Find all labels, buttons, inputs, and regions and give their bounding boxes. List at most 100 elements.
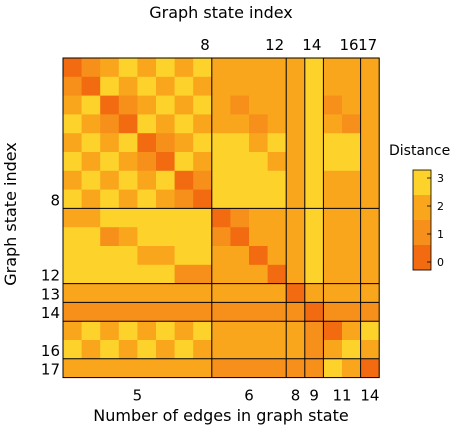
heatmap-cell-8-1 [63, 189, 82, 209]
heatmap-cell-17-16 [342, 358, 361, 378]
heatmap-cell-15-12 [267, 321, 287, 341]
heatmap-cell-17-11 [249, 358, 268, 378]
heatmap-cell-15-9 [211, 321, 231, 341]
heatmap-cell-3-4 [118, 95, 138, 115]
heatmap-cell-4-12 [267, 114, 287, 134]
top-axis-title: Graph state index [149, 3, 293, 22]
heatmap-cell-1-2 [81, 58, 101, 78]
heatmap-cell-3-17 [360, 95, 380, 115]
heatmap-cell-13-11 [249, 283, 268, 303]
heatmap-cell-7-3 [100, 170, 120, 190]
heatmap-cell-15-7 [174, 321, 194, 341]
heatmap-cell-13-9 [211, 283, 231, 303]
heatmap-cell-17-8 [193, 358, 213, 378]
heatmap-cell-17-6 [156, 358, 175, 378]
heatmap-cell-6-17 [360, 152, 380, 172]
heatmap-cell-15-13 [286, 321, 306, 341]
heatmap-cell-16-9 [211, 340, 231, 360]
heatmap-cell-1-15 [323, 58, 343, 78]
heatmap-cell-13-14 [304, 283, 324, 303]
heatmap-cell-13-3 [100, 283, 120, 303]
heatmap-cell-11-17 [360, 246, 380, 266]
heatmap-cell-11-4 [118, 246, 138, 266]
heatmap-cell-8-12 [267, 189, 287, 209]
heatmap-cell-4-17 [360, 114, 380, 134]
heatmap-cell-17-13 [286, 358, 306, 378]
heatmap-cell-10-1 [63, 227, 82, 247]
heatmap-cell-10-3 [100, 227, 120, 247]
legend-tick-label-3: 3 [437, 172, 444, 185]
heatmap-cell-8-17 [360, 189, 380, 209]
heatmap-cell-14-7 [174, 302, 194, 322]
heatmap-cell-11-8 [193, 246, 213, 266]
heatmap-cell-17-14 [304, 358, 324, 378]
heatmap-cell-9-15 [323, 208, 343, 228]
heatmap-cell-2-15 [323, 76, 343, 96]
heatmap-cell-8-13 [286, 189, 306, 209]
heatmap-cell-15-4 [118, 321, 138, 341]
heatmap-cell-7-10 [230, 170, 250, 190]
heatmap-cell-9-2 [81, 208, 101, 228]
heatmap-cell-2-9 [211, 76, 231, 96]
heatmap-cell-5-6 [156, 133, 175, 153]
heatmap-cell-5-2 [81, 133, 101, 153]
heatmap-cell-10-7 [174, 227, 194, 247]
heatmap-cell-16-16 [342, 340, 361, 360]
heatmap-cell-9-11 [249, 208, 268, 228]
heatmap-cell-10-13 [286, 227, 306, 247]
heatmap-cell-1-13 [286, 58, 306, 78]
heatmap-cell-8-15 [323, 189, 343, 209]
heatmap-cell-6-13 [286, 152, 306, 172]
heatmap-cell-4-3 [100, 114, 120, 134]
heatmap-cell-16-1 [63, 340, 82, 360]
heatmap-cell-2-12 [267, 76, 287, 96]
heatmap-cell-2-17 [360, 76, 380, 96]
heatmap-cell-6-16 [342, 152, 361, 172]
heatmap-cell-1-17 [360, 58, 380, 78]
heatmap-cell-5-3 [100, 133, 120, 153]
heatmap-cell-7-14 [304, 170, 324, 190]
heatmap-cell-6-7 [174, 152, 194, 172]
heatmap-cell-6-8 [193, 152, 213, 172]
top-tick-label-12: 12 [265, 36, 284, 54]
heatmap-cell-5-7 [174, 133, 194, 153]
heatmap-cell-11-5 [137, 246, 157, 266]
heatmap-cell-7-6 [156, 170, 175, 190]
heatmap-cell-7-5 [137, 170, 157, 190]
heatmap-cell-14-8 [193, 302, 213, 322]
heatmap-cell-10-8 [193, 227, 213, 247]
bottom-group-label-5: 5 [133, 387, 143, 405]
heatmap-cell-1-12 [267, 58, 287, 78]
heatmap-cell-5-9 [211, 133, 231, 153]
heatmap-cell-3-3 [100, 95, 120, 115]
heatmap-cell-16-5 [137, 340, 157, 360]
top-tick-label-14: 14 [302, 36, 321, 54]
heatmap-cell-12-1 [63, 264, 82, 284]
heatmap-cell-15-1 [63, 321, 82, 341]
heatmap-cell-13-15 [323, 283, 343, 303]
heatmap-cell-4-11 [249, 114, 268, 134]
heatmap-cell-13-1 [63, 283, 82, 303]
heatmap-cell-7-1 [63, 170, 82, 190]
heatmap-cell-7-11 [249, 170, 268, 190]
heatmap-cell-7-8 [193, 170, 213, 190]
heatmap-cell-10-17 [360, 227, 380, 247]
heatmap-cell-2-4 [118, 76, 138, 96]
heatmap-cell-14-12 [267, 302, 287, 322]
heatmap-cell-1-16 [342, 58, 361, 78]
heatmap-cell-8-16 [342, 189, 361, 209]
heatmap-cell-17-1 [63, 358, 82, 378]
heatmap-cell-10-4 [118, 227, 138, 247]
bottom-group-label-11: 11 [332, 387, 351, 405]
heatmap-cell-3-9 [211, 95, 231, 115]
heatmap-cell-15-6 [156, 321, 175, 341]
heatmap-cell-10-2 [81, 227, 101, 247]
heatmap-cell-13-2 [81, 283, 101, 303]
heatmap-cell-8-11 [249, 189, 268, 209]
heatmap-cell-17-3 [100, 358, 120, 378]
heatmap-cell-4-16 [342, 114, 361, 134]
heatmap-cell-12-10 [230, 264, 250, 284]
left-tick-label-8: 8 [50, 191, 60, 209]
heatmap-cell-7-12 [267, 170, 287, 190]
heatmap-cell-4-4 [118, 114, 138, 134]
